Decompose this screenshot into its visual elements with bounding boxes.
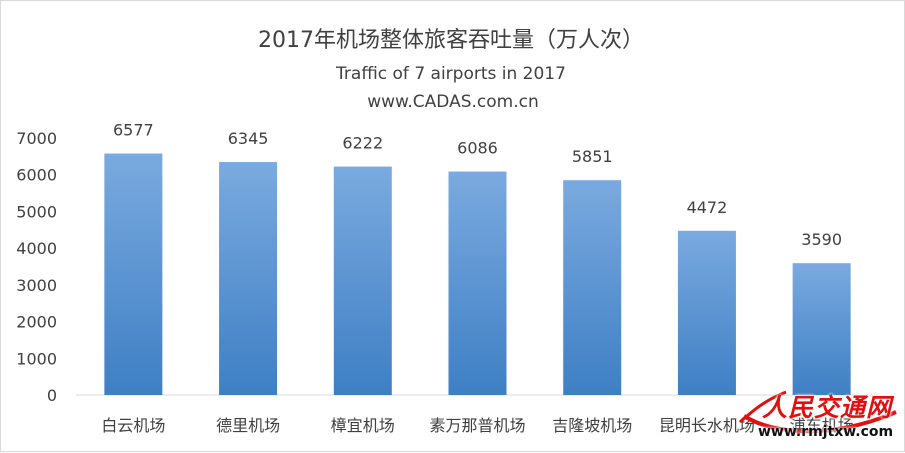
data-label: 5851: [572, 147, 613, 166]
chart-title: 2017年机场整体旅客吞吐量（万人次）: [258, 28, 644, 53]
y-tick-label: 5000: [16, 202, 57, 221]
y-tick-label: 4000: [16, 239, 57, 258]
chart-subtitle: Traffic of 7 airports in 2017: [335, 64, 566, 84]
category-label: 昆明长水机场: [659, 416, 755, 435]
data-label: 4472: [687, 198, 728, 217]
bar: [333, 166, 392, 395]
category-label: 吉隆坡机场: [552, 416, 632, 435]
watermark-logo: 人民交通网 www.rmjtxw.com: [736, 386, 904, 450]
watermark-url: www.rmjtxw.com: [758, 424, 894, 440]
y-tick-label: 7000: [16, 129, 57, 148]
bar: [104, 153, 163, 395]
y-tick-label: 1000: [16, 349, 57, 368]
y-tick-label: 3000: [16, 276, 57, 295]
bar: [792, 263, 851, 395]
y-axis-ticks: 0 1000 2000 3000 4000 5000 6000 7000: [16, 129, 57, 405]
category-label: 德里机场: [216, 416, 280, 435]
data-labels: 6577 6345 6222 6086 5851 4472 3590: [113, 121, 842, 250]
category-label: 樟宜机场: [331, 416, 395, 435]
bar: [448, 171, 507, 395]
data-label: 6577: [113, 121, 154, 140]
watermark-name: 人民交通网: [762, 393, 893, 422]
bar: [563, 180, 622, 395]
category-label: 白云机场: [101, 416, 165, 435]
y-tick-label: 2000: [16, 313, 57, 332]
data-label: 3590: [801, 230, 842, 249]
category-labels: 白云机场 德里机场 樟宜机场 素万那普机场 吉隆坡机场 昆明长水机场 浦东机场: [101, 416, 853, 435]
bars: [104, 153, 851, 395]
data-label: 6086: [457, 139, 498, 158]
watermark-swoosh: [739, 390, 897, 434]
data-label: 6345: [228, 129, 269, 148]
bar: [677, 230, 736, 395]
y-tick-label: 0: [47, 386, 57, 405]
category-label: 素万那普机场: [429, 416, 525, 435]
data-label: 6222: [342, 134, 383, 153]
bar: [219, 162, 278, 395]
y-tick-label: 6000: [16, 166, 57, 185]
chart-source: www.CADAS.com.cn: [367, 92, 539, 112]
